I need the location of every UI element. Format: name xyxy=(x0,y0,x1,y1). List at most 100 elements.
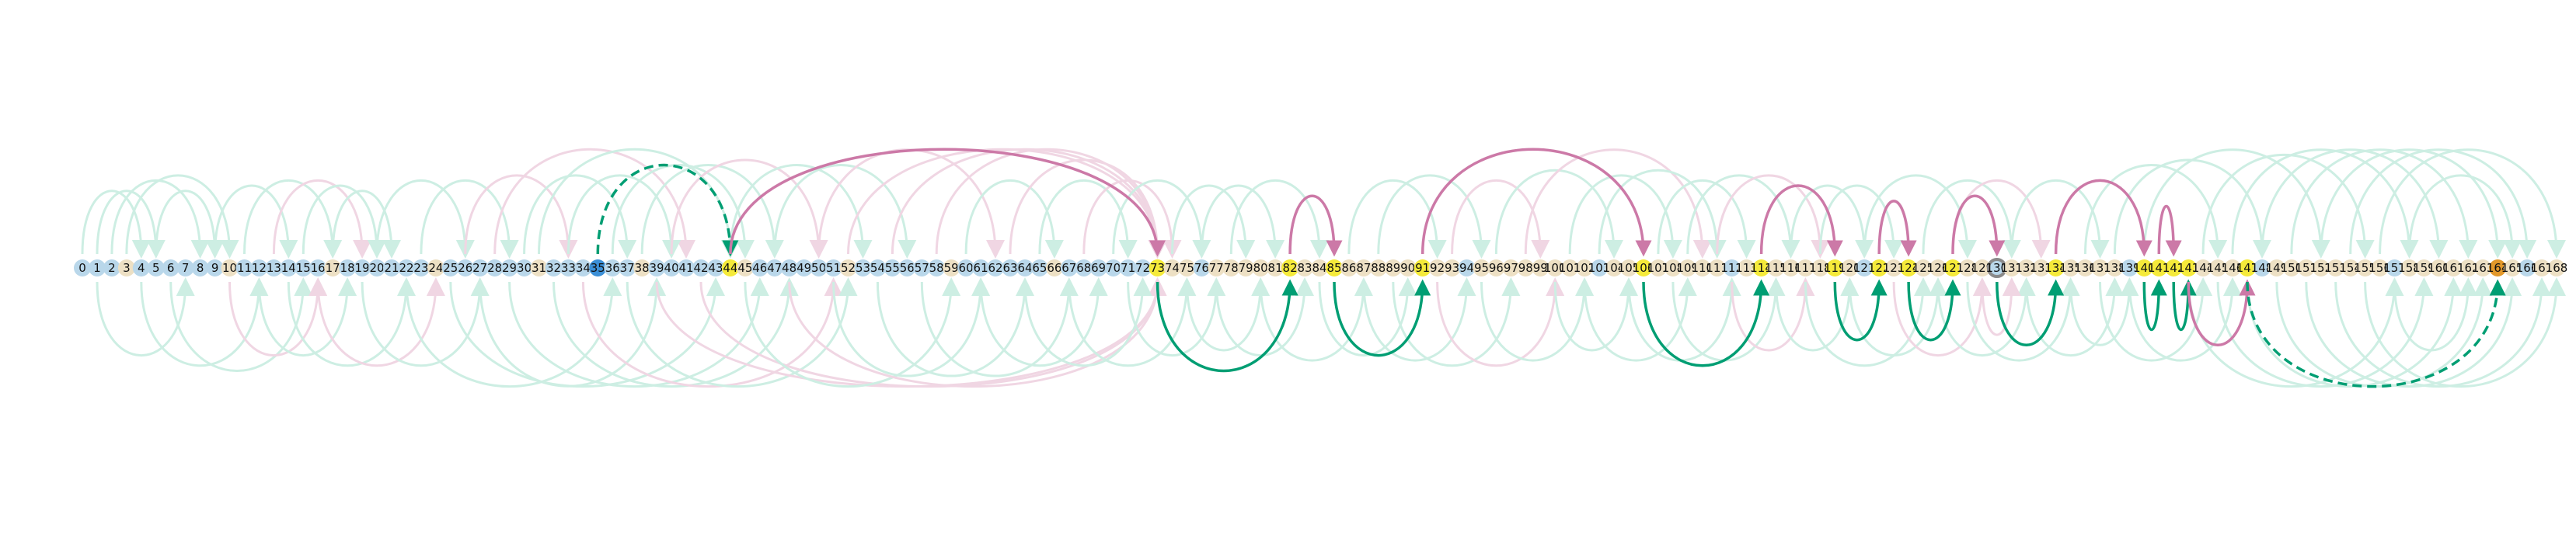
faint-edge xyxy=(361,277,490,367)
node-circle xyxy=(1782,259,1800,276)
faint-edge xyxy=(2231,148,2419,259)
node-label: 74 xyxy=(1165,261,1180,275)
node-label: 134 xyxy=(2044,261,2067,275)
node-label: 157 xyxy=(2383,261,2406,275)
node-circle xyxy=(765,259,783,276)
faint-edge xyxy=(1215,277,1314,357)
node-circle xyxy=(132,259,150,276)
node-circle xyxy=(854,259,872,276)
node-circle xyxy=(1885,259,1903,276)
faint-edge xyxy=(626,277,858,388)
node-label: 116 xyxy=(1779,261,1802,275)
node-circle xyxy=(574,259,592,276)
faint-edge xyxy=(2010,179,2110,259)
node-circle xyxy=(2091,259,2109,276)
faint-edge xyxy=(1318,277,1417,357)
node-circle xyxy=(206,259,224,276)
node-circle xyxy=(972,259,990,276)
node-circle xyxy=(1163,259,1181,276)
faint-edge xyxy=(155,190,225,259)
node-circle xyxy=(2548,259,2565,276)
faint-edge xyxy=(272,179,372,259)
node-circle xyxy=(1119,259,1137,276)
node-label: 151 xyxy=(2295,261,2317,275)
node-circle xyxy=(427,259,444,276)
node-label: 107 xyxy=(1647,261,1670,275)
faint-edge xyxy=(1731,277,1815,352)
node-circle xyxy=(1384,259,1402,276)
node-circle xyxy=(1635,259,1652,276)
node-circle xyxy=(1841,259,1859,276)
node-label: 110 xyxy=(1691,261,1713,275)
node-circle xyxy=(1326,259,1343,276)
faint-edge xyxy=(2113,158,2271,259)
node-circle xyxy=(1738,259,1755,276)
node-circle xyxy=(1576,259,1594,276)
node-label: 85 xyxy=(1326,261,1341,275)
faint-edge xyxy=(1966,277,2080,362)
faint-edge xyxy=(214,184,298,259)
node-label: 100 xyxy=(1544,261,1567,275)
node-label: 61 xyxy=(974,261,988,275)
node-circle xyxy=(943,259,960,276)
faint-edge xyxy=(1686,174,1800,259)
faint-edge xyxy=(96,277,195,357)
faint-edge xyxy=(2216,277,2434,388)
node-label: 73 xyxy=(1150,261,1165,275)
node-circle xyxy=(1473,259,1490,276)
node-circle xyxy=(441,259,459,276)
strong-edges-layer xyxy=(596,148,2506,388)
faint-edge xyxy=(81,190,151,259)
faint-edge xyxy=(670,158,828,259)
node-circle xyxy=(987,259,1004,276)
node-circle xyxy=(928,259,946,276)
node-label: 32 xyxy=(546,261,561,275)
node-label: 133 xyxy=(2030,261,2052,275)
node-label: 39 xyxy=(650,261,664,275)
node-label: 140 xyxy=(2133,261,2156,275)
node-label: 50 xyxy=(811,261,826,275)
node-circle xyxy=(559,259,577,276)
node-label: 105 xyxy=(1618,261,1640,275)
node-circle xyxy=(619,259,636,276)
node-circle xyxy=(530,259,548,276)
node-label: 113 xyxy=(1735,261,1758,275)
node-label: 55 xyxy=(885,261,900,275)
node-circle xyxy=(2268,259,2285,276)
node-label: 21 xyxy=(384,261,399,275)
node-circle xyxy=(1281,259,1299,276)
node-circle xyxy=(1620,259,1637,276)
faint-edge xyxy=(2349,148,2537,259)
node-circle xyxy=(1237,259,1255,276)
faint-edge xyxy=(1775,277,1860,352)
node-label: 119 xyxy=(1824,261,1846,275)
node-label: 67 xyxy=(1061,261,1076,275)
faint-edge xyxy=(405,277,622,388)
faint-edge xyxy=(1229,179,1329,259)
node-circle xyxy=(2504,259,2522,276)
faint-edges-layer xyxy=(81,148,2566,388)
node-circle xyxy=(589,259,607,276)
faint-edge xyxy=(744,277,961,388)
faint-edge xyxy=(2246,277,2463,388)
node-circle xyxy=(280,259,298,276)
node-label: 150 xyxy=(2281,261,2303,275)
faint-edge xyxy=(479,277,667,388)
node-label: 86 xyxy=(1341,261,1356,275)
faint-edge xyxy=(1127,277,1226,357)
node-label: 22 xyxy=(399,261,413,275)
strong-edge xyxy=(1833,279,1888,342)
node-label: 106 xyxy=(1633,261,1655,275)
faint-edge xyxy=(1171,184,1256,259)
node-label: 80 xyxy=(1253,261,1268,275)
faint-edge xyxy=(773,164,917,259)
strong-edge xyxy=(1759,184,1843,257)
node-label: 152 xyxy=(2309,261,2332,275)
node-circle xyxy=(2165,259,2183,276)
node-circle xyxy=(2282,259,2300,276)
faint-edge xyxy=(302,184,386,259)
faint-edge xyxy=(920,277,1079,377)
node-circle xyxy=(398,259,415,276)
node-label: 42 xyxy=(693,261,708,275)
faint-edge xyxy=(1200,184,1285,259)
